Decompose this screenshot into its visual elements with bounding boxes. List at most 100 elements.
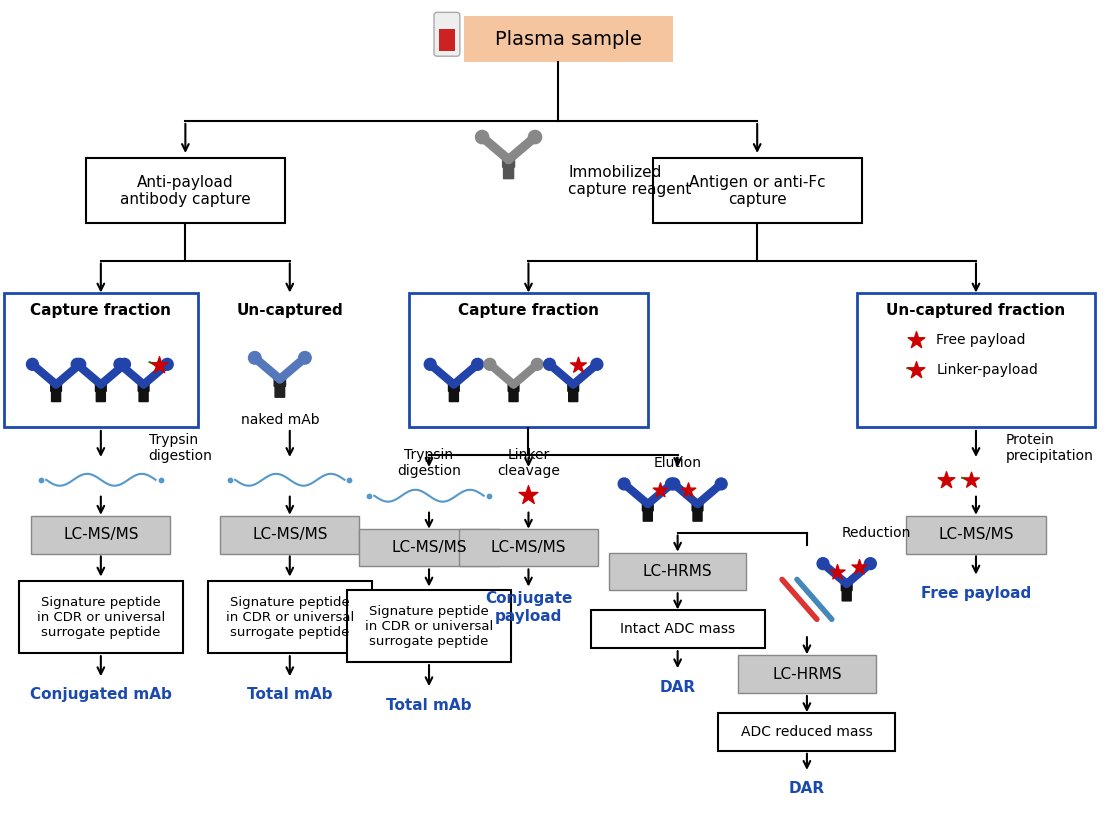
FancyBboxPatch shape <box>508 380 519 392</box>
FancyBboxPatch shape <box>220 515 359 553</box>
FancyBboxPatch shape <box>434 12 460 56</box>
FancyBboxPatch shape <box>906 515 1045 553</box>
FancyBboxPatch shape <box>463 17 673 62</box>
Point <box>519 488 537 501</box>
Circle shape <box>865 558 876 570</box>
Point <box>828 566 846 579</box>
Circle shape <box>715 478 727 490</box>
Text: LC-MS/MS: LC-MS/MS <box>938 527 1014 542</box>
Text: LC-MS/MS: LC-MS/MS <box>392 540 467 555</box>
FancyBboxPatch shape <box>502 165 515 179</box>
FancyBboxPatch shape <box>274 384 285 398</box>
Text: Signature peptide
in CDR or universal
surrogate peptide: Signature peptide in CDR or universal su… <box>226 596 354 638</box>
FancyBboxPatch shape <box>692 500 704 511</box>
Circle shape <box>471 358 483 370</box>
Circle shape <box>424 358 436 370</box>
Point <box>340 473 358 487</box>
FancyBboxPatch shape <box>50 380 63 392</box>
Text: LC-HRMS: LC-HRMS <box>772 667 841 681</box>
Text: Capture fraction: Capture fraction <box>458 303 599 318</box>
FancyBboxPatch shape <box>693 509 703 522</box>
FancyBboxPatch shape <box>31 515 170 553</box>
Text: Linker
cleavage: Linker cleavage <box>497 448 560 478</box>
FancyBboxPatch shape <box>840 579 853 591</box>
Text: Plasma sample: Plasma sample <box>495 30 641 49</box>
FancyBboxPatch shape <box>95 380 107 392</box>
FancyBboxPatch shape <box>139 389 149 402</box>
Text: Immobilized
capture reagent: Immobilized capture reagent <box>568 164 692 197</box>
Point <box>480 489 498 502</box>
FancyBboxPatch shape <box>568 389 579 402</box>
FancyBboxPatch shape <box>449 389 459 402</box>
Text: Total mAb: Total mAb <box>386 697 472 713</box>
FancyBboxPatch shape <box>359 529 499 567</box>
FancyBboxPatch shape <box>718 713 895 751</box>
Point <box>908 363 925 377</box>
FancyBboxPatch shape <box>86 159 285 223</box>
Circle shape <box>668 478 679 490</box>
FancyBboxPatch shape <box>641 500 653 511</box>
Point <box>150 358 168 372</box>
Text: Protein
precipitation: Protein precipitation <box>1006 433 1093 463</box>
Circle shape <box>72 358 83 370</box>
FancyBboxPatch shape <box>439 29 454 51</box>
FancyBboxPatch shape <box>273 374 286 387</box>
Point <box>908 334 925 347</box>
Point <box>570 358 587 372</box>
Point <box>678 483 696 496</box>
FancyBboxPatch shape <box>502 154 515 168</box>
FancyBboxPatch shape <box>652 159 862 223</box>
Circle shape <box>532 358 543 370</box>
Text: Trypsin
digestion: Trypsin digestion <box>149 433 213 463</box>
Text: LC-MS/MS: LC-MS/MS <box>252 527 328 542</box>
FancyBboxPatch shape <box>567 380 580 392</box>
FancyBboxPatch shape <box>208 582 372 653</box>
Text: DAR: DAR <box>789 781 825 796</box>
FancyBboxPatch shape <box>739 655 875 693</box>
FancyBboxPatch shape <box>508 389 519 402</box>
Text: ADC reduced mass: ADC reduced mass <box>741 725 873 739</box>
Text: LC-MS/MS: LC-MS/MS <box>63 527 139 542</box>
Text: Signature peptide
in CDR or universal
surrogate peptide: Signature peptide in CDR or universal su… <box>37 596 164 638</box>
Circle shape <box>591 358 603 370</box>
Point <box>962 473 980 487</box>
FancyBboxPatch shape <box>3 293 198 427</box>
Circle shape <box>483 358 496 370</box>
Circle shape <box>817 558 829 570</box>
Text: Conjugated mAb: Conjugated mAb <box>30 686 172 701</box>
Point <box>849 561 867 574</box>
Text: naked mAb: naked mAb <box>241 413 319 427</box>
FancyBboxPatch shape <box>138 380 150 392</box>
Text: DAR: DAR <box>659 680 696 695</box>
FancyBboxPatch shape <box>609 553 746 591</box>
Circle shape <box>544 358 555 370</box>
Text: Antigen or anti-Fc
capture: Antigen or anti-Fc capture <box>689 174 826 207</box>
Circle shape <box>74 358 86 370</box>
Point <box>32 473 50 487</box>
Text: Free payload: Free payload <box>921 586 1031 601</box>
Text: Trypsin
digestion: Trypsin digestion <box>397 448 461 478</box>
Circle shape <box>114 358 125 370</box>
Circle shape <box>476 131 489 144</box>
Text: Linker-payload: Linker-payload <box>937 363 1038 377</box>
Text: Un-captured: Un-captured <box>236 303 344 318</box>
Text: Capture fraction: Capture fraction <box>30 303 171 318</box>
Point <box>222 473 239 487</box>
Text: Reduction: Reduction <box>841 525 911 539</box>
FancyBboxPatch shape <box>347 591 511 662</box>
Point <box>360 489 378 502</box>
FancyBboxPatch shape <box>448 380 460 392</box>
Text: LC-MS/MS: LC-MS/MS <box>491 540 566 555</box>
Point <box>151 473 169 487</box>
FancyBboxPatch shape <box>642 509 653 522</box>
Point <box>651 483 669 496</box>
Text: Conjugate
payload: Conjugate payload <box>485 591 572 624</box>
Text: Signature peptide
in CDR or universal
surrogate peptide: Signature peptide in CDR or universal su… <box>365 605 493 648</box>
Circle shape <box>299 352 311 364</box>
FancyBboxPatch shape <box>857 293 1096 427</box>
Circle shape <box>618 478 630 490</box>
Text: Total mAb: Total mAb <box>247 686 332 701</box>
Text: Free payload: Free payload <box>937 333 1026 347</box>
FancyBboxPatch shape <box>459 529 598 567</box>
FancyBboxPatch shape <box>591 610 764 648</box>
